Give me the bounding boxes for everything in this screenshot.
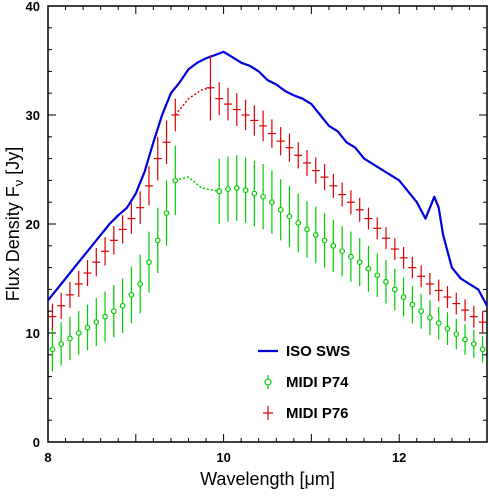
data-point-circle xyxy=(216,188,223,195)
y-axis-label-main: Flux Density F xyxy=(3,186,23,301)
y-tick-label: 10 xyxy=(26,326,40,341)
data-point-circle xyxy=(312,231,319,238)
x-tick-label: 8 xyxy=(44,450,51,465)
data-point-circle xyxy=(154,237,161,244)
legend-label: MIDI P76 xyxy=(286,405,349,422)
data-point-circle xyxy=(462,336,468,343)
data-point-circle xyxy=(444,325,451,332)
data-point-circle xyxy=(356,259,363,266)
data-point-circle xyxy=(251,190,258,197)
data-point-circle xyxy=(339,248,346,255)
data-point-circle xyxy=(391,286,398,293)
data-point-circle xyxy=(453,331,460,337)
data-point-circle xyxy=(225,186,231,193)
series-line-iso-sws xyxy=(47,50,488,307)
series-layer xyxy=(47,50,488,372)
data-point-circle xyxy=(260,193,267,200)
data-point-circle xyxy=(365,265,372,272)
x-axis-label: Wavelength [μm] xyxy=(200,469,335,489)
data-point-circle xyxy=(295,220,302,226)
y-tick-label: 30 xyxy=(26,108,40,123)
data-point-circle xyxy=(172,177,179,184)
data-point-circle xyxy=(427,314,433,321)
data-point-circle xyxy=(75,330,82,336)
data-point-circle xyxy=(418,308,425,315)
data-point-circle xyxy=(233,185,240,191)
data-point-circle xyxy=(58,341,65,347)
data-point-circle xyxy=(470,341,477,347)
axis-labels: Wavelength [μm] Flux Density Fν [Jy] xyxy=(3,147,335,489)
data-point-circle xyxy=(409,301,416,308)
data-point-circle xyxy=(49,346,56,353)
data-point-circle xyxy=(383,278,389,285)
x-tick-label: 12 xyxy=(392,450,406,465)
data-point-circle xyxy=(93,319,100,326)
legend-label: MIDI P74 xyxy=(286,374,349,391)
data-point-circle xyxy=(479,346,486,353)
axis-ticks: 8 10 12 0 10 20 30 40 xyxy=(26,0,488,465)
legend-swatch-circle xyxy=(264,378,272,386)
data-point-circle xyxy=(67,335,73,342)
data-point-circle xyxy=(102,313,108,320)
data-point-circle xyxy=(137,281,144,287)
data-point-circle xyxy=(119,302,126,309)
y-tick-label: 0 xyxy=(33,435,40,450)
data-point-circle xyxy=(128,291,135,298)
series-gap-dotted xyxy=(174,87,211,116)
legend: ISO SWS MIDI P74 MIDI P76 xyxy=(258,343,350,422)
y-tick-label: 40 xyxy=(26,0,40,14)
data-point-circle xyxy=(163,210,170,217)
y-axis-label-subscript: ν xyxy=(11,180,26,187)
data-point-circle xyxy=(435,320,442,327)
data-point-circle xyxy=(304,226,310,233)
data-point-circle xyxy=(84,324,91,331)
data-point-circle xyxy=(330,242,337,249)
legend-label: ISO SWS xyxy=(286,343,350,360)
series-gap-dotted xyxy=(175,176,220,193)
data-point-circle xyxy=(374,272,381,279)
x-tick-label: 10 xyxy=(216,450,230,465)
y-axis-label-unit: [Jy] xyxy=(3,147,23,180)
y-tick-label: 20 xyxy=(26,217,40,232)
data-point-circle xyxy=(146,259,152,266)
data-point-circle xyxy=(110,308,117,315)
y-axis-label: Flux Density Fν [Jy] xyxy=(3,147,26,302)
data-point-circle xyxy=(268,199,275,206)
data-point-circle xyxy=(348,253,354,260)
data-point-circle xyxy=(286,213,293,220)
data-point-circle xyxy=(321,237,328,244)
data-point-circle xyxy=(400,294,407,300)
data-point-circle xyxy=(277,206,284,213)
data-point-circle xyxy=(242,187,249,194)
